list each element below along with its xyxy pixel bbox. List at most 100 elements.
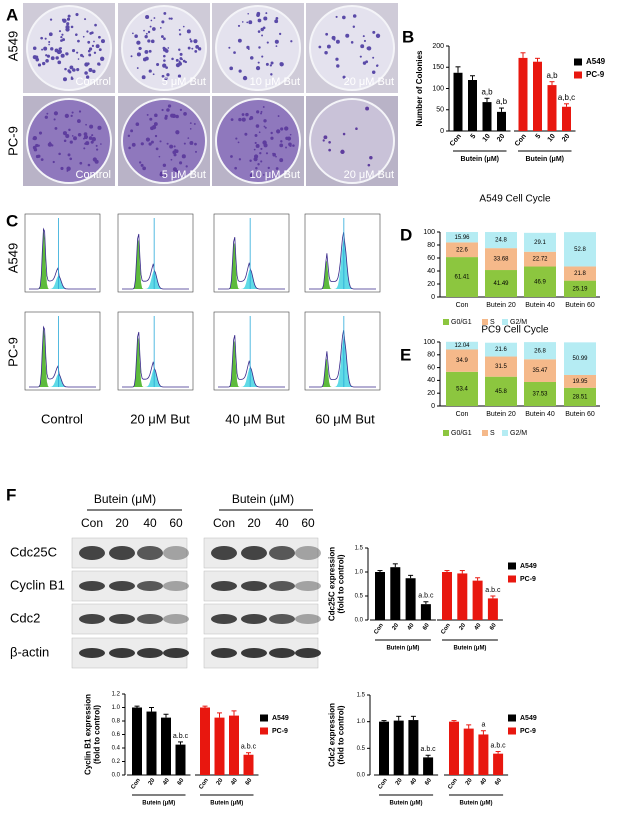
colony xyxy=(229,66,234,71)
colony xyxy=(162,46,166,50)
colony xyxy=(131,142,136,147)
bar xyxy=(482,102,492,131)
bar-segment xyxy=(524,232,556,252)
colony xyxy=(249,173,255,178)
x-tick-label: Butein 60 xyxy=(565,411,595,418)
bar-segment xyxy=(446,257,478,297)
colony xyxy=(146,113,149,116)
colony xyxy=(64,113,69,118)
x-tick-label: 60 xyxy=(424,777,433,786)
colony xyxy=(181,58,184,61)
colony xyxy=(263,143,268,148)
y-axis-label: Cyclin B1 expression xyxy=(84,694,93,775)
colony xyxy=(98,35,101,39)
colony xyxy=(148,69,152,73)
colony xyxy=(41,48,44,51)
colony xyxy=(66,166,71,171)
colony xyxy=(235,137,238,140)
bar-segment xyxy=(485,248,517,271)
colony xyxy=(259,152,262,155)
colony xyxy=(324,50,328,55)
colony xyxy=(249,159,252,163)
value-label: 12.04 xyxy=(454,343,470,349)
legend-swatch xyxy=(502,319,508,325)
lane-label: 20 xyxy=(115,516,129,530)
bar-segment xyxy=(485,270,517,297)
colony xyxy=(162,163,167,168)
colony xyxy=(155,147,159,151)
blot-band xyxy=(137,581,163,591)
y-tick-label: 0 xyxy=(431,403,435,410)
colony xyxy=(38,131,43,135)
bar-segment xyxy=(485,342,517,357)
colony xyxy=(164,174,167,177)
colony xyxy=(86,30,89,33)
value-label: 33.68 xyxy=(493,257,509,263)
colony xyxy=(98,48,102,52)
colony xyxy=(257,18,262,23)
bar-segment xyxy=(564,266,596,281)
colony xyxy=(164,76,168,81)
bar xyxy=(390,567,401,620)
x-axis-label: Butein (μM) xyxy=(386,646,419,652)
x-tick-label: 10 xyxy=(547,133,557,144)
bar-segment xyxy=(564,374,596,388)
bar xyxy=(478,734,489,775)
panel-label: A xyxy=(6,5,18,24)
colony xyxy=(336,64,340,68)
colony xyxy=(255,66,261,71)
colony xyxy=(67,14,71,18)
colony xyxy=(82,55,85,58)
colony xyxy=(254,141,257,145)
value-label: 34.9 xyxy=(456,358,468,364)
colony xyxy=(71,135,74,137)
y-tick-label: 0.2 xyxy=(112,759,121,765)
y-axis-label: Cdc2 expression xyxy=(328,703,337,767)
legend-label: PC-9 xyxy=(586,70,605,79)
legend-label: G0/G1 xyxy=(451,319,472,326)
colony xyxy=(130,129,134,133)
colony xyxy=(153,122,158,126)
value-label: 22.6 xyxy=(456,247,468,253)
bar-segment xyxy=(446,371,478,406)
colony xyxy=(158,155,161,158)
x-tick-label: Con xyxy=(447,777,459,790)
colony xyxy=(178,48,181,51)
legend-swatch xyxy=(508,562,516,570)
blot-band xyxy=(211,581,237,591)
bar-segment xyxy=(446,341,478,350)
colony xyxy=(244,132,248,136)
value-label: 45.8 xyxy=(495,389,507,395)
colony xyxy=(55,56,59,60)
colony xyxy=(51,144,54,147)
colony xyxy=(328,140,331,144)
x-tick-label: Con xyxy=(449,133,463,148)
colony xyxy=(193,123,196,125)
x-tick-label: Con xyxy=(514,133,528,148)
colony xyxy=(65,133,70,139)
colony xyxy=(177,74,182,78)
bar xyxy=(468,80,477,131)
colony xyxy=(280,127,284,131)
colony xyxy=(183,112,187,116)
blot-band xyxy=(211,546,237,560)
blot-group-label: Butein (μM) xyxy=(94,492,156,506)
colony xyxy=(150,39,155,44)
blot-band xyxy=(241,648,267,658)
colony xyxy=(32,138,35,140)
colony xyxy=(159,27,162,29)
y-axis-label: (fold to control) xyxy=(93,705,102,764)
colony xyxy=(52,160,55,164)
bar xyxy=(562,106,571,131)
colony xyxy=(70,114,73,117)
colony xyxy=(171,57,174,61)
colony xyxy=(76,51,79,54)
plate-caption: 20 μM But xyxy=(344,76,394,88)
bar-segment xyxy=(524,266,556,297)
panel-label: B xyxy=(402,27,414,46)
condition-label: 20 μM But xyxy=(130,411,190,426)
colony xyxy=(365,106,370,111)
colony xyxy=(372,30,376,34)
value-label: 37.53 xyxy=(532,392,548,398)
y-tick-label: 80 xyxy=(427,242,435,249)
